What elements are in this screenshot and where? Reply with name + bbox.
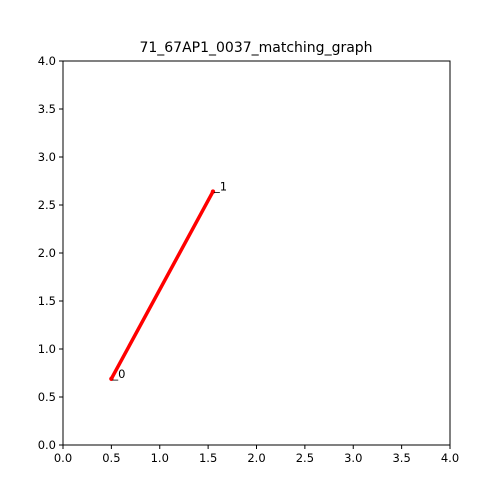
x-tick-label-8: 4.0: [441, 451, 459, 465]
edge-line-0: [109, 189, 215, 381]
axes-layer: 0.0 0.5 1.0 1.5 2.0 2.5 3.0 3.5 4.0 0.0 0.5 1.0 1.5 2…: [38, 54, 459, 465]
y-tick-label-1: 0.5: [38, 390, 56, 404]
x-tick-label-7: 3.5: [392, 451, 410, 465]
x-tick-label-4: 2.0: [247, 451, 265, 465]
x-tick-label-6: 3.0: [344, 451, 362, 465]
node-label-1: _1: [213, 180, 227, 194]
chart-title: 71_67AP1_0037_matching_graph: [139, 40, 372, 56]
y-tick-label-6: 3.0: [38, 150, 56, 164]
x-tick-label-3: 1.5: [199, 451, 217, 465]
y-tick-label-7: 3.5: [38, 102, 56, 116]
node-point-1: [210, 189, 216, 194]
node-point-0: [109, 376, 114, 381]
y-tick-label-4: 2.0: [38, 246, 56, 260]
x-tick-label-0: 0.0: [54, 451, 72, 465]
x-tick-label-1: 0.5: [102, 451, 120, 465]
plot-frame: [62, 60, 451, 446]
node-label-0: _0: [111, 367, 125, 381]
y-tick-label-3: 1.5: [38, 294, 56, 308]
y-tick-label-0: 0.0: [38, 438, 56, 452]
y-tick-label-5: 2.5: [38, 198, 56, 212]
plot-layer: _0 _1: [109, 180, 227, 381]
y-tick-label-2: 1.0: [38, 342, 56, 356]
x-tick-label-2: 1.0: [151, 451, 169, 465]
y-tick-label-8: 4.0: [38, 54, 56, 68]
x-tick-label-5: 2.5: [296, 451, 314, 465]
